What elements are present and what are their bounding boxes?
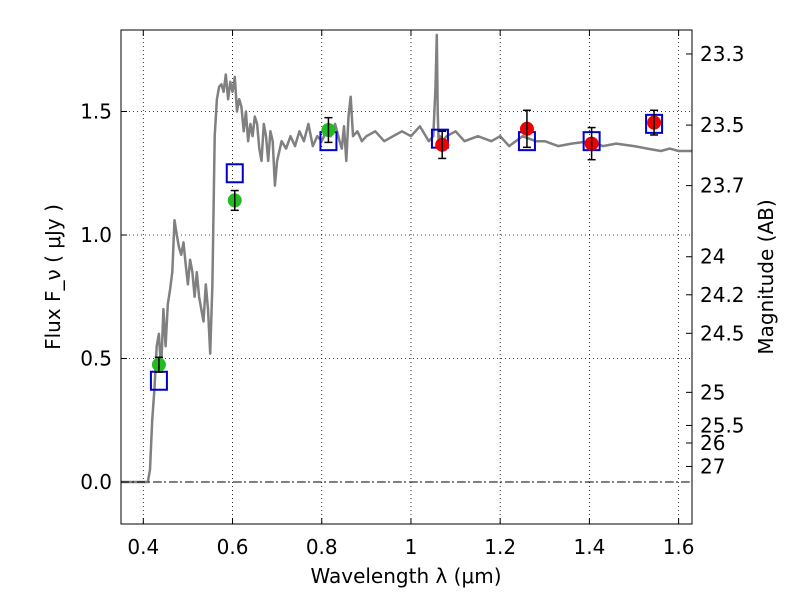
y-tick-label: 0.5 <box>80 347 112 371</box>
data-points-layer <box>149 109 664 391</box>
y-tick-label: 0.0 <box>80 470 112 494</box>
grid-lines <box>121 30 692 524</box>
right-tick-label: 23.5 <box>700 113 745 137</box>
right-tick-label: 24 <box>700 245 725 269</box>
y-axis-label: Flux F_ν ( μJy ) <box>41 204 65 350</box>
y-tick-label: 1.0 <box>80 223 112 247</box>
right-tick-label: 27 <box>700 454 725 478</box>
x-tick-label: 0.8 <box>306 535 338 559</box>
x-tick-label: 1.2 <box>484 535 516 559</box>
right-tick-label: 24.5 <box>700 321 745 345</box>
x-tick-label: 1.4 <box>573 535 605 559</box>
x-tick-label: 1.6 <box>663 535 695 559</box>
plot-frame <box>120 29 693 525</box>
model-spectrum-line <box>121 33 692 484</box>
right-tick-label: 25 <box>700 380 725 404</box>
right-tick-label: 26 <box>700 431 725 455</box>
x-axis-label: Wavelength λ (μm) <box>310 564 501 588</box>
x-tick-label: 0.6 <box>217 535 249 559</box>
right-tick-label: 23.3 <box>700 42 745 66</box>
x-axis-ticks: 0.4 0.6 0.8 1 1.2 1.4 1.6 <box>127 30 695 559</box>
right-tick-label: 24.2 <box>700 283 745 307</box>
x-tick-label: 0.4 <box>127 535 159 559</box>
x-tick-label: 1 <box>405 535 418 559</box>
y-tick-label: 1.5 <box>80 100 112 124</box>
y-axis-ticks: 0.0 0.5 1.0 1.5 <box>80 100 127 494</box>
right-tick-label: 23.7 <box>700 174 745 198</box>
right-tick-label: 25.5 <box>700 413 745 437</box>
model-photometry-square <box>225 163 244 184</box>
right-axis-label: Magnitude (AB) <box>754 199 778 354</box>
model-spectrum-layer <box>121 33 692 484</box>
